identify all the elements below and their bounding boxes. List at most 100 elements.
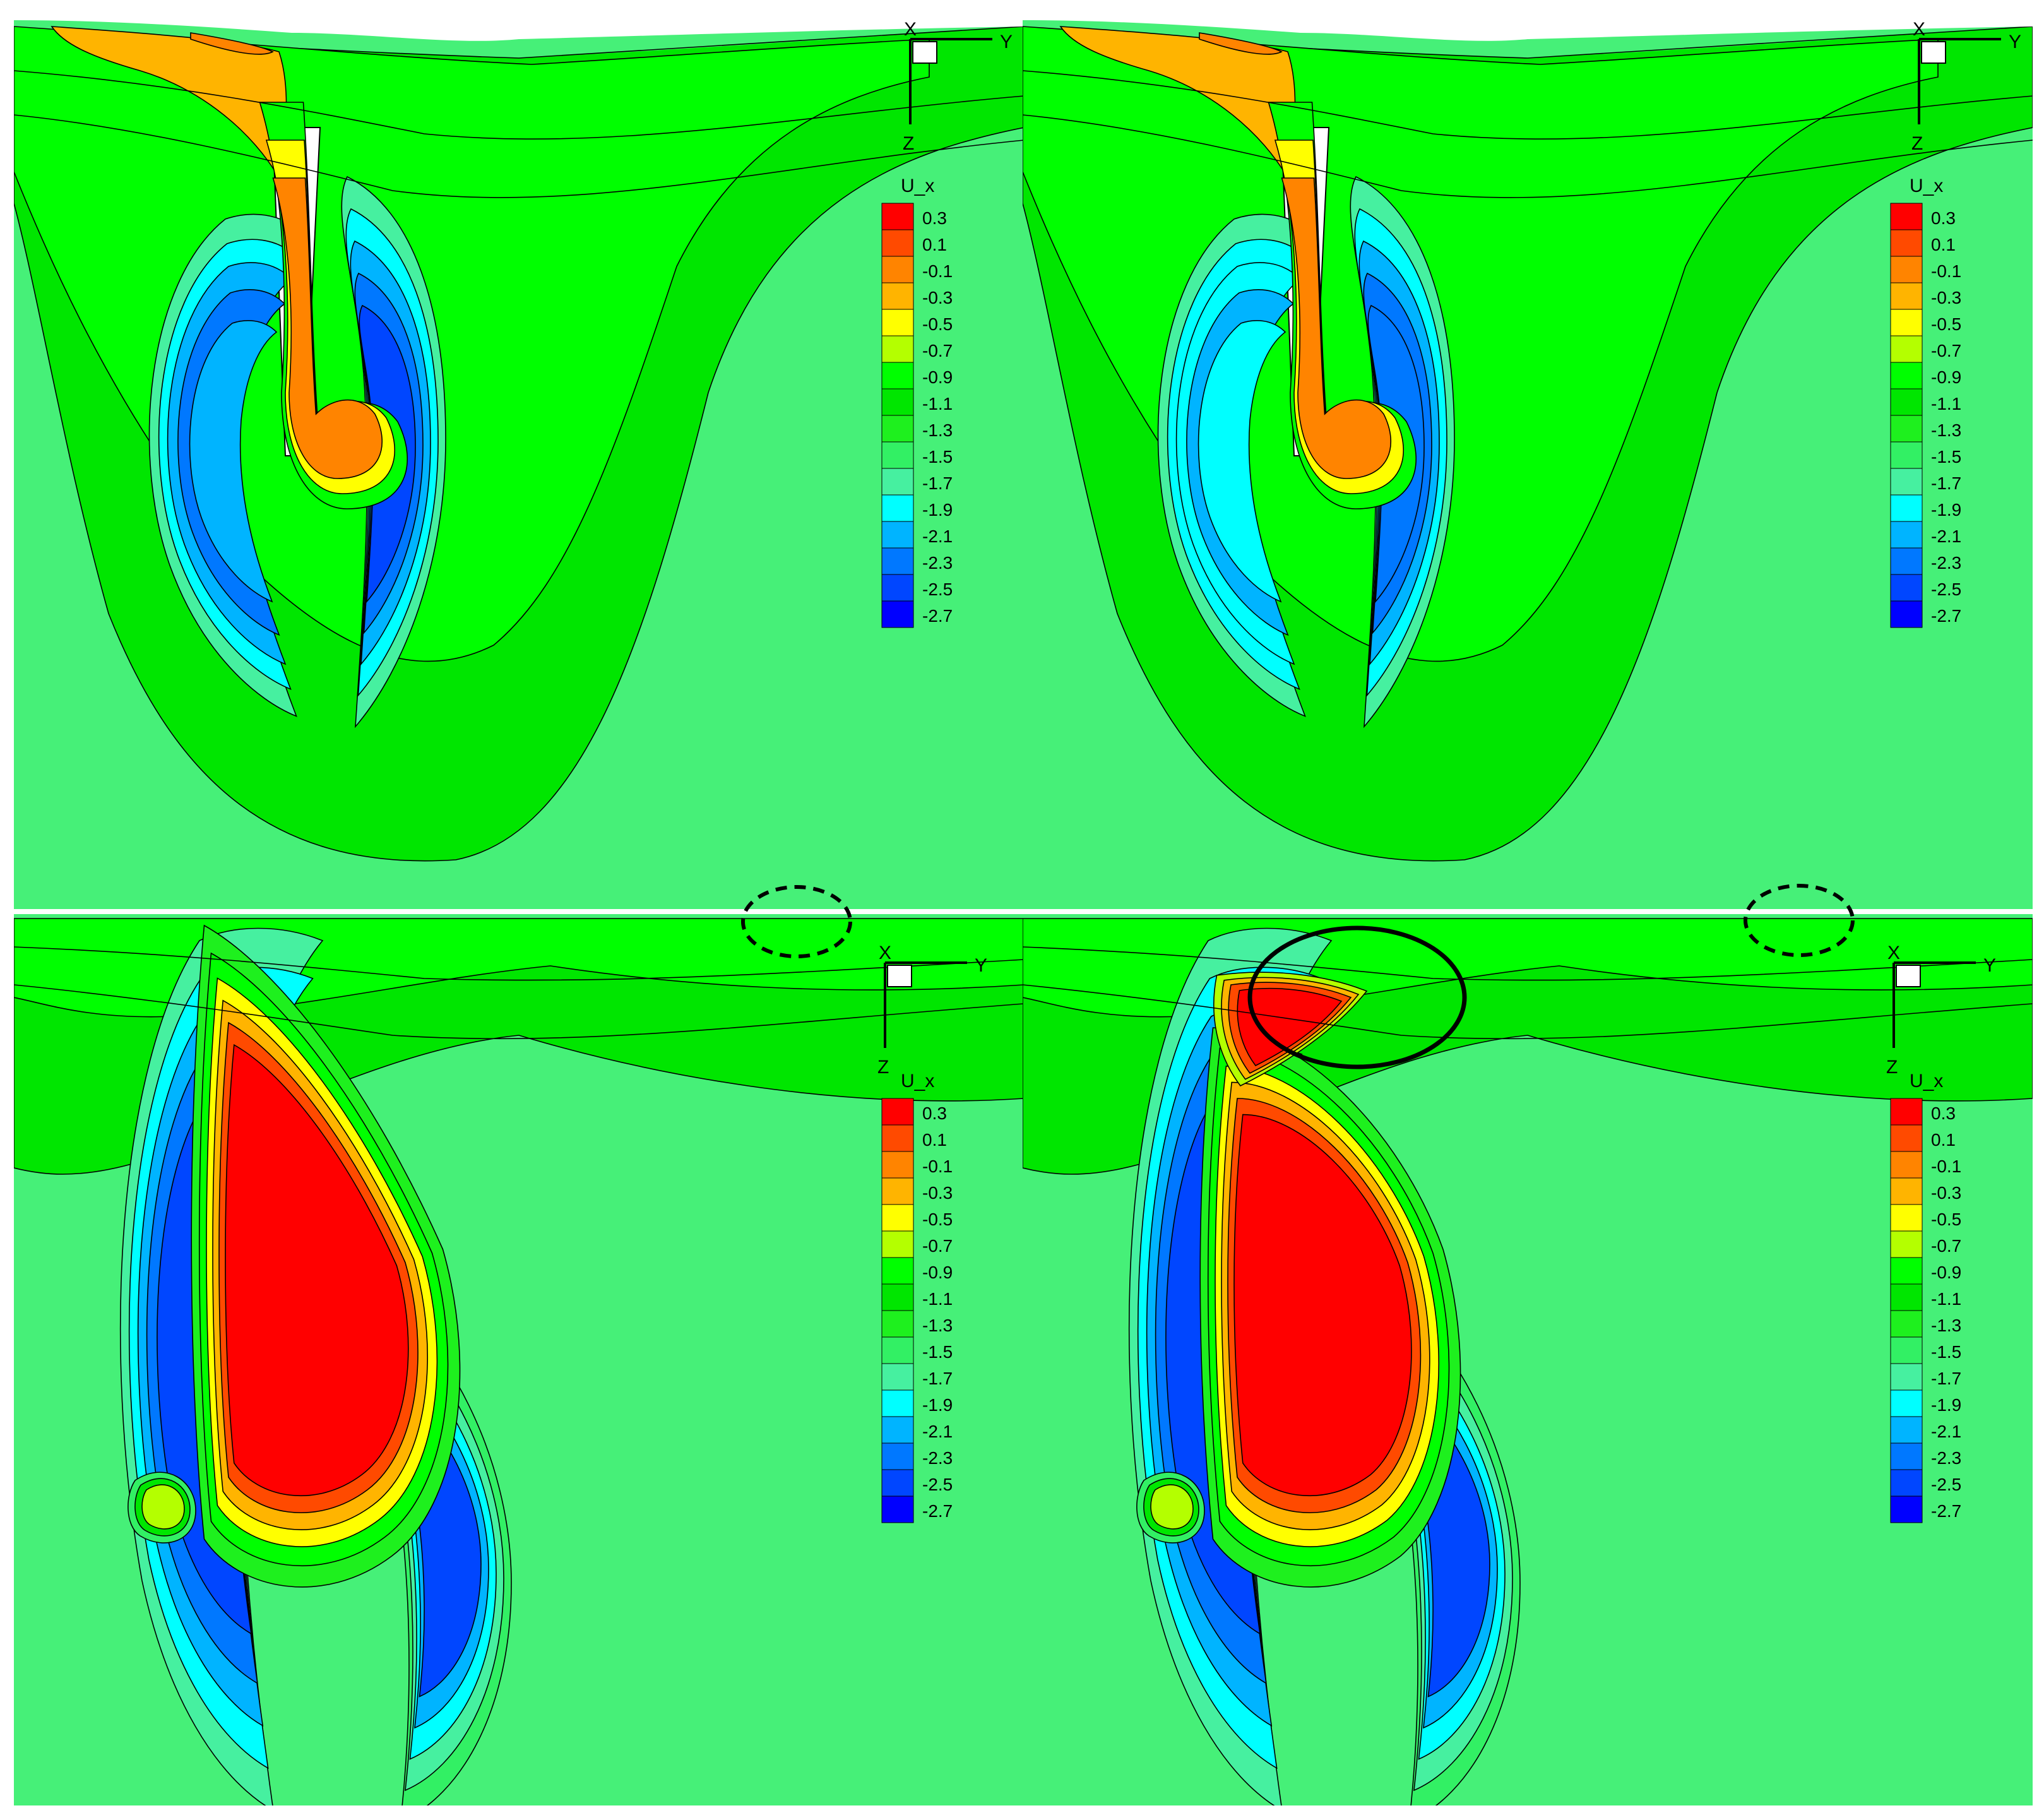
contour-line bbox=[14, 946, 1024, 981]
legend-swatch bbox=[1890, 468, 1923, 496]
legend-swatch bbox=[1890, 574, 1923, 602]
legend-swatch bbox=[881, 574, 914, 602]
legend-tick-label: -0.7 bbox=[1931, 341, 1961, 360]
legend-tick-label: -2.3 bbox=[922, 1448, 953, 1468]
legend-swatch bbox=[881, 362, 914, 390]
legend-swatch bbox=[1890, 1230, 1923, 1258]
colorbar-legend: U_x 0.3 0.1 -0.1 -0.3 -0.5 -0.7 -0.9 -1.1 -1.3 -1.… bbox=[1890, 1071, 1961, 1523]
legend-tick-label: -0.3 bbox=[922, 288, 953, 307]
legend-swatch bbox=[881, 547, 914, 575]
highlight-dashed-ellipse bbox=[1744, 884, 1855, 957]
legend-tick-label: -1.5 bbox=[1931, 1342, 1961, 1362]
legend-tick-label: -1.1 bbox=[922, 394, 953, 413]
legend-tick-label: -0.9 bbox=[1931, 367, 1961, 387]
legend-swatch bbox=[1890, 256, 1923, 283]
legend-tick-label: 0.1 bbox=[922, 1130, 947, 1150]
legend-tick-label: -0.7 bbox=[922, 341, 953, 360]
panel-top-left: Y Z X U_x 0.3 0.1 -0.1 -0.3 -0.5 -0.7 -0.9 -1.1 -1.3… bbox=[14, 14, 1024, 910]
legend-swatch bbox=[1890, 1257, 1923, 1285]
legend-swatch bbox=[1890, 229, 1923, 257]
legend-swatch bbox=[881, 494, 914, 522]
legend-tick-label: -0.9 bbox=[922, 367, 953, 387]
legend-swatch bbox=[881, 1257, 914, 1285]
legend-tick-label: -1.5 bbox=[922, 1342, 953, 1362]
surface-strip-core bbox=[1199, 32, 1283, 55]
vortex-core-band-5 bbox=[1233, 1114, 1412, 1497]
legend-tick-label: -2.5 bbox=[1931, 1475, 1961, 1494]
legend-tick-label: -1.3 bbox=[922, 420, 953, 440]
legend-tick-label: -0.5 bbox=[922, 1210, 953, 1229]
legend-swatch bbox=[1890, 1098, 1923, 1126]
legend-tick-label: 0.1 bbox=[922, 235, 947, 254]
legend-tick-label: -1.9 bbox=[1931, 500, 1961, 520]
vortex-core-band-5 bbox=[225, 1044, 409, 1497]
axis-label-z: Z bbox=[1886, 1057, 1898, 1078]
legend-swatch bbox=[881, 600, 914, 628]
free-surface-top bbox=[1023, 14, 2033, 41]
legend-title: U_x bbox=[1910, 1071, 1943, 1091]
legend-title: U_x bbox=[901, 175, 934, 196]
legend-swatch bbox=[881, 1310, 914, 1338]
axis-label-z: Z bbox=[1911, 133, 1923, 154]
legend-swatch bbox=[881, 1469, 914, 1497]
legend-tick-label: -2.1 bbox=[922, 1422, 953, 1441]
legend-tick-label: -1.7 bbox=[1931, 1369, 1961, 1388]
panel-bottom-left: Y Z X U_x 0.3 0.1 -0.1 -0.3 -0.5 -0.7 -0.9 -1.1 -1.3… bbox=[14, 885, 1024, 1805]
axis-triad: Y Z X bbox=[877, 943, 987, 1078]
highlight-solid-ellipse bbox=[1247, 925, 1467, 1069]
contour-line bbox=[14, 114, 1024, 198]
surface-blob-band-3 bbox=[1237, 987, 1343, 1067]
legend-tick-label: -2.7 bbox=[922, 606, 953, 626]
legend-title: U_x bbox=[1910, 175, 1943, 196]
legend-swatch bbox=[1890, 1363, 1923, 1391]
legend-swatch bbox=[881, 256, 914, 283]
axis-triad: Y Z X bbox=[903, 19, 1013, 154]
legend-tick-label: -1.7 bbox=[922, 1369, 953, 1388]
legend-tick-label: -2.3 bbox=[1931, 553, 1961, 573]
legend-swatch bbox=[1890, 1389, 1923, 1417]
legend-tick-label: 0.3 bbox=[922, 208, 947, 228]
legend-swatch bbox=[881, 1363, 914, 1391]
legend-swatch bbox=[881, 468, 914, 496]
colorbar-legend: U_x 0.3 0.1 -0.1 -0.3 -0.5 -0.7 -0.9 -1.1 -1.3 -1.… bbox=[881, 175, 953, 628]
legend-swatch bbox=[1890, 441, 1923, 469]
legend-swatch bbox=[881, 415, 914, 443]
legend-tick-label: 0.3 bbox=[1931, 1103, 1956, 1123]
legend-swatch bbox=[1890, 1283, 1923, 1311]
axis-label-z: Z bbox=[903, 133, 914, 154]
legend-swatch bbox=[881, 521, 914, 549]
legend-swatch bbox=[1890, 362, 1923, 390]
legend-swatch bbox=[1890, 1416, 1923, 1444]
small-eddy-band-2 bbox=[141, 1484, 185, 1530]
legend-tick-label: -0.1 bbox=[1931, 1157, 1961, 1176]
legend-tick-label: -1.3 bbox=[922, 1316, 953, 1335]
axis-label-y: Y bbox=[1983, 955, 1996, 976]
vortex-left-band-4 bbox=[1197, 320, 1286, 603]
wake-blob-band-2 bbox=[1281, 177, 1392, 479]
axis-label-y: Y bbox=[2009, 32, 2021, 52]
legend-swatch bbox=[881, 229, 914, 257]
legend-swatch bbox=[1890, 1442, 1923, 1470]
axis-label-x: X bbox=[1887, 943, 1900, 963]
legend-swatch bbox=[1890, 1469, 1923, 1497]
legend-swatch bbox=[1890, 282, 1923, 310]
colorbar-legend: U_x 0.3 0.1 -0.1 -0.3 -0.5 -0.7 -0.9 -1.1 -1.3 -1.… bbox=[881, 1071, 953, 1523]
legend-swatch bbox=[881, 1098, 914, 1126]
legend-swatch bbox=[881, 1283, 914, 1311]
legend-swatch bbox=[1890, 415, 1923, 443]
legend-tick-label: -1.3 bbox=[1931, 1316, 1961, 1335]
axis-triad: Y Z X bbox=[1911, 19, 2021, 154]
legend-swatch bbox=[881, 282, 914, 310]
legend-tick-label: -1.5 bbox=[1931, 447, 1961, 467]
surface-strip-core bbox=[190, 32, 274, 55]
legend-swatch bbox=[1890, 1310, 1923, 1338]
axis-label-x: X bbox=[879, 943, 891, 963]
wake-blob-band-2 bbox=[272, 177, 383, 479]
legend-swatch bbox=[881, 1496, 914, 1523]
legend-tick-label: -1.7 bbox=[1931, 473, 1961, 493]
axis-label-x: X bbox=[904, 19, 917, 40]
legend-swatch bbox=[1890, 1124, 1923, 1152]
legend-swatch bbox=[1890, 1496, 1923, 1523]
axis-label-z: Z bbox=[877, 1057, 889, 1078]
legend-swatch bbox=[1890, 600, 1923, 628]
